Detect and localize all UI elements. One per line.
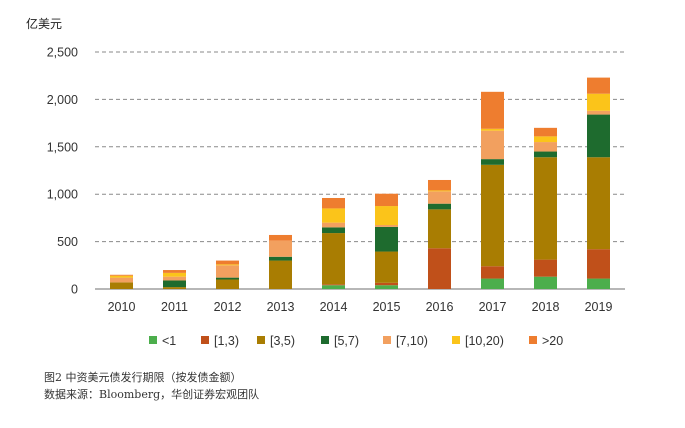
bar-segment: [375, 206, 398, 226]
x-tick-label: 2019: [585, 300, 613, 314]
x-tick-label: 2017: [479, 300, 507, 314]
y-tick-label: 2,000: [47, 93, 78, 107]
x-tick-label: 2013: [267, 300, 295, 314]
legend-swatch: [257, 336, 265, 344]
bar-segment: [534, 276, 557, 289]
bar-segment: [269, 240, 292, 257]
bar-segment: [163, 276, 186, 281]
legend-label: <1: [162, 334, 176, 348]
x-tick-label: 2015: [373, 300, 401, 314]
legend-label: [10,20): [465, 334, 504, 348]
bar-segment: [375, 282, 398, 286]
y-tick-label: 0: [71, 283, 78, 297]
bar-segment: [216, 265, 239, 278]
bar-segment: [375, 285, 398, 289]
bar-segment: [216, 264, 239, 266]
bar-segment: [481, 159, 504, 165]
bar-segment: [375, 225, 398, 227]
y-axis-tick-labels: 0 500 1,000 1,500 2,000 2,500: [47, 46, 78, 297]
x-tick-label: 2018: [532, 300, 560, 314]
bar-segment: [163, 280, 186, 288]
bar-segment: [534, 142, 557, 152]
bars: [110, 77, 610, 289]
bar-segment: [534, 136, 557, 143]
bar-segment: [428, 190, 451, 192]
bar-segment: [216, 260, 239, 265]
bar-segment: [322, 284, 345, 286]
legend-label: [3,5): [270, 334, 295, 348]
legend-swatch: [529, 336, 537, 344]
bar-segment: [534, 259, 557, 277]
x-tick-label: 2014: [320, 300, 348, 314]
y-axis-unit-label: 亿美元: [26, 16, 62, 31]
bar-segment: [163, 270, 186, 273]
legend-label: [1,3): [214, 334, 239, 348]
y-tick-label: 1,000: [47, 188, 78, 202]
bar-segment: [269, 234, 292, 241]
bar-segment: [375, 251, 398, 283]
bar-segment: [587, 110, 610, 115]
bar-segment: [375, 193, 398, 207]
bar-segment: [322, 233, 345, 285]
bar-segment: [322, 227, 345, 234]
legend: <1 [1,3) [3,5) [5,7) [7,10) [10,20) >20: [149, 334, 563, 348]
legend-swatch: [321, 336, 329, 344]
legend-label: [7,10): [396, 334, 428, 348]
y-tick-label: 500: [57, 235, 78, 249]
bar-segment: [216, 277, 239, 280]
bar-segment: [481, 91, 504, 129]
bar-segment: [481, 164, 504, 267]
bar-segment: [110, 275, 133, 278]
y-tick-label: 1,500: [47, 140, 78, 154]
bar-segment: [375, 226, 398, 252]
bar-segment: [110, 274, 133, 276]
bar-segment: [110, 277, 133, 283]
bar-segment: [269, 260, 292, 289]
bar-segment: [110, 282, 133, 289]
legend-swatch: [452, 336, 460, 344]
x-axis-tick-labels: 2010 2011 2012 2013 2014 2015 2016 2017 2018 2019: [108, 300, 613, 314]
x-tick-label: 2012: [214, 300, 242, 314]
y-tick-label: 2,500: [47, 46, 78, 60]
bar-segment: [587, 77, 610, 94]
bar-segment: [587, 93, 610, 111]
bar-segment: [322, 285, 345, 289]
bar-segment: [322, 197, 345, 209]
bar-segment: [481, 278, 504, 289]
bar-segment: [481, 266, 504, 279]
x-tick-label: 2016: [426, 300, 454, 314]
bar-segment: [428, 209, 451, 249]
x-tick-label: 2010: [108, 300, 136, 314]
bar-segment: [428, 191, 451, 204]
bar-segment: [322, 222, 345, 228]
bar-segment: [269, 256, 292, 261]
figure-caption: 图2 中资美元债发行期限（按发债金额）: [44, 371, 242, 384]
legend-swatch: [149, 336, 157, 344]
bar-segment: [428, 179, 451, 191]
bar-segment: [163, 272, 186, 277]
data-source-note: 数据来源：Bloomberg，华创证券宏观团队: [44, 388, 260, 401]
x-tick-label: 2011: [161, 300, 188, 314]
bar-segment: [587, 157, 610, 250]
bar-segment: [534, 157, 557, 260]
bar-segment: [534, 151, 557, 158]
legend-swatch: [383, 336, 391, 344]
bar-segment: [428, 248, 451, 289]
bar-segment: [322, 208, 345, 223]
bar-segment: [481, 130, 504, 160]
bar-segment: [428, 203, 451, 210]
legend-label: [5,7): [334, 334, 359, 348]
bar-segment: [587, 249, 610, 279]
bar-segment: [163, 287, 186, 289]
bar-segment: [481, 128, 504, 131]
bar-segment: [587, 278, 610, 289]
bar-segment: [534, 127, 557, 137]
bar-segment: [587, 114, 610, 158]
bar-segment: [216, 279, 239, 289]
legend-label: >20: [542, 334, 563, 348]
legend-swatch: [201, 336, 209, 344]
